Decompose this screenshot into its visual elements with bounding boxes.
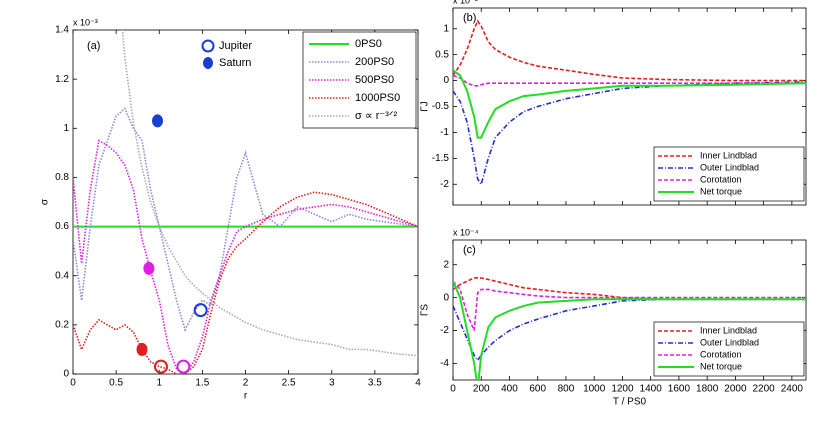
y-axis-label: ΓS [420, 304, 431, 317]
legend-label: Net torque [700, 361, 742, 371]
legend-label: Inner Lindblad [700, 325, 757, 335]
x-tick-label: 600 [529, 384, 546, 395]
legend-label: Corotation [700, 349, 742, 359]
legend-label: 200PS0 [355, 56, 394, 68]
series-line [453, 280, 806, 380]
x-tick-label: 800 [558, 384, 575, 395]
x-tick-label: 2 [243, 378, 249, 389]
y-tick-label: -1 [440, 127, 449, 138]
y-tick-label: 0 [443, 292, 449, 303]
panel-label: (c) [463, 244, 476, 256]
y-tick-label: 0.8 [55, 172, 69, 183]
series-group [453, 19, 806, 187]
y-tick-label: 0.6 [55, 221, 69, 232]
legend-label: Outer Lindblad [700, 162, 759, 172]
series-line [121, 30, 418, 357]
y-tick-label: 0.5 [435, 49, 449, 60]
x-tick-label: 1600 [668, 384, 691, 395]
series-line [73, 139, 418, 374]
jupiter-marker [193, 303, 208, 318]
x-tick-label: 4 [415, 378, 421, 389]
y-tick-label: 0.2 [55, 319, 69, 330]
saturn-marker [152, 114, 164, 128]
marker-legend-label: Jupiter [219, 40, 252, 52]
legend-label: Outer Lindblad [700, 337, 759, 347]
x-axis-label: r [244, 391, 248, 402]
x-tick-label: 3.5 [368, 378, 382, 389]
saturn-marker [143, 261, 155, 275]
y-tick-label: -2 [440, 179, 449, 190]
y-tick-label: 1.2 [55, 74, 69, 85]
saturn-marker [136, 342, 148, 356]
x-tick-label: 1 [156, 378, 162, 389]
x-tick-label: 200 [473, 384, 490, 395]
y-axis-label: σ [40, 198, 51, 205]
y-tick-label: 1 [443, 23, 449, 34]
jupiter-marker [153, 359, 168, 374]
y-tick-label: 2 [443, 259, 449, 270]
x-tick-label: 2.5 [282, 378, 296, 389]
y-tick-label: -4 [440, 358, 449, 369]
x-tick-label: 2200 [753, 384, 776, 395]
marker-legend-symbol [203, 57, 213, 69]
legend-label: Corotation [700, 174, 742, 184]
series-line [453, 74, 806, 87]
panel-label: (b) [463, 12, 476, 24]
series-line [453, 69, 806, 139]
x-tick-label: 2000 [724, 384, 747, 395]
jupiter-marker [176, 359, 191, 374]
series-line [453, 81, 806, 187]
series-group [73, 30, 418, 374]
x-tick-label: 400 [501, 384, 518, 395]
marker-legend-label: Saturn [219, 57, 251, 69]
axis-multiplier: x 10⁻³ [453, 0, 478, 5]
y-tick-label: 0.4 [55, 270, 69, 281]
y-tick-label: 1.4 [55, 25, 69, 36]
y-tick-label: 0 [443, 75, 449, 86]
x-tick-label: 1000 [583, 384, 606, 395]
axis-multiplier: x 10⁻⁴ [453, 227, 479, 237]
x-tick-label: 0 [450, 384, 456, 395]
x-axis-label: T / PS0 [613, 397, 647, 408]
y-tick-label: -0.5 [432, 101, 450, 112]
x-tick-label: 3 [329, 378, 335, 389]
marker-legend-symbol [201, 39, 215, 53]
series-line [453, 280, 806, 331]
x-tick-label: 1400 [640, 384, 663, 395]
series-line [73, 191, 418, 374]
y-tick-label: -1.5 [432, 153, 450, 164]
x-tick-label: 2400 [781, 384, 804, 395]
x-tick-label: 1800 [696, 384, 719, 395]
x-tick-label: 0 [70, 378, 76, 389]
panel-label: (a) [87, 40, 100, 52]
y-axis-label: ΓJ [420, 101, 431, 112]
y-tick-label: 0 [63, 369, 69, 380]
legend-label: 500PS0 [355, 74, 394, 86]
legend-label: σ ∝ r⁻³ᐟ² [355, 110, 398, 122]
legend-label: Inner Lindblad [700, 150, 757, 160]
x-tick-label: 1.5 [195, 378, 209, 389]
legend-label: 1000PS0 [355, 92, 400, 104]
series-group [453, 277, 806, 380]
series-line [453, 19, 806, 82]
legend-label: 0PS0 [355, 38, 382, 50]
axis-multiplier: x 10⁻³ [73, 17, 98, 27]
x-tick-label: 0.5 [109, 378, 123, 389]
legend-label: Net torque [700, 186, 742, 196]
y-tick-label: 1 [63, 123, 69, 134]
y-tick-label: -2 [440, 325, 449, 336]
x-tick-label: 1200 [611, 384, 634, 395]
series-line [73, 107, 418, 332]
